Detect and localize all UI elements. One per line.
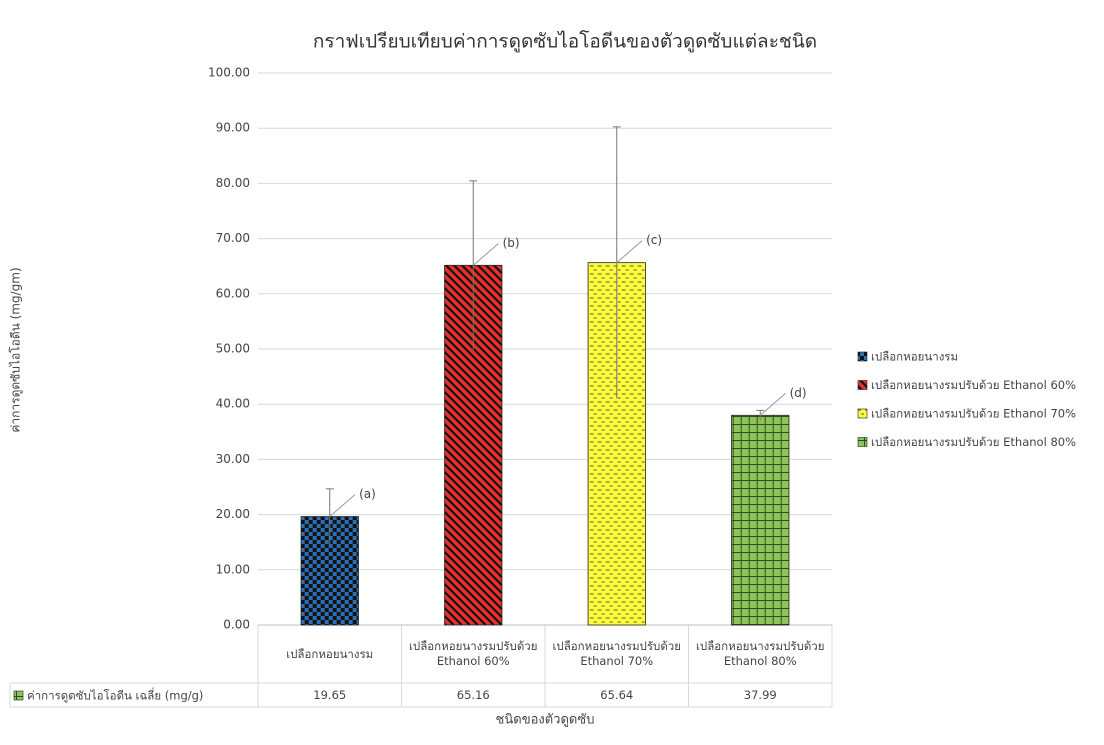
table-swatch: [13, 690, 24, 701]
legend-swatch: [857, 408, 868, 419]
annotation: (b): [503, 236, 520, 250]
table-value: 37.99: [743, 687, 777, 702]
y-tick-label: 10.00: [216, 562, 250, 576]
table-value: 65.64: [600, 687, 634, 702]
y-tick-label: 60.00: [216, 286, 250, 300]
y-tick-label: 40.00: [216, 397, 250, 411]
annotation-leader: [329, 494, 356, 517]
bar: [731, 414, 790, 626]
y-tick-label: 80.00: [216, 176, 250, 190]
table-row-label: ค่าการดูดซับไอโอดีน เฉลี่ย (mg/g): [27, 688, 203, 703]
x-tick-label: เปลือกหอยนางรม: [286, 646, 374, 661]
legend-label: เปลือกหอยนางรมปรับด้วย Ethanol 80%: [871, 435, 1076, 449]
legend-label: เปลือกหอยนางรมปรับด้วย Ethanol 60%: [871, 378, 1076, 392]
y-tick-label: 20.00: [216, 507, 250, 521]
table-value: 65.16: [456, 687, 490, 702]
legend-swatch: [857, 437, 868, 447]
legend-swatch: [857, 380, 868, 390]
y-tick-label: 90.00: [216, 121, 250, 135]
legend-label: เปลือกหอยนางรมปรับด้วย Ethanol 70%: [871, 407, 1076, 421]
annotation: (a): [359, 487, 376, 501]
chart-title: กราฟเปรียบเทียบค่าการดูดซับไอโอดีนของตัว…: [313, 30, 817, 53]
y-tick-label: 50.00: [216, 342, 250, 356]
table-value: 19.65: [313, 687, 347, 702]
legend-swatch: [857, 351, 868, 362]
y-tick-label: 70.00: [216, 231, 250, 245]
y-tick-label: 0.00: [223, 618, 250, 632]
error-bar: [469, 180, 478, 350]
x-tick-label: เปลือกหอยนางรมปรับด้วย Ethanol 60%: [408, 639, 538, 668]
annotation-leader: [472, 242, 499, 266]
x-tick-label: เปลือกหอยนางรมปรับด้วย Ethanol 80%: [695, 639, 825, 668]
y-tick-label: 30.00: [216, 452, 250, 466]
y-axis-label: ค่าการดูดซับไอโอดีน (mg/gm): [9, 267, 24, 432]
annotation: (d): [790, 386, 807, 400]
x-tick-label: เปลือกหอยนางรมปรับด้วย Ethanol 70%: [552, 639, 681, 668]
annotation-leader: [616, 240, 643, 264]
legend-label: เปลือกหอยนางรม: [871, 350, 958, 364]
x-axis-label: ชนิดของตัวดูดซับ: [496, 713, 595, 728]
annotation-leader: [759, 392, 786, 416]
y-tick-label: 100.00: [208, 66, 250, 80]
annotation: (c): [646, 233, 662, 247]
